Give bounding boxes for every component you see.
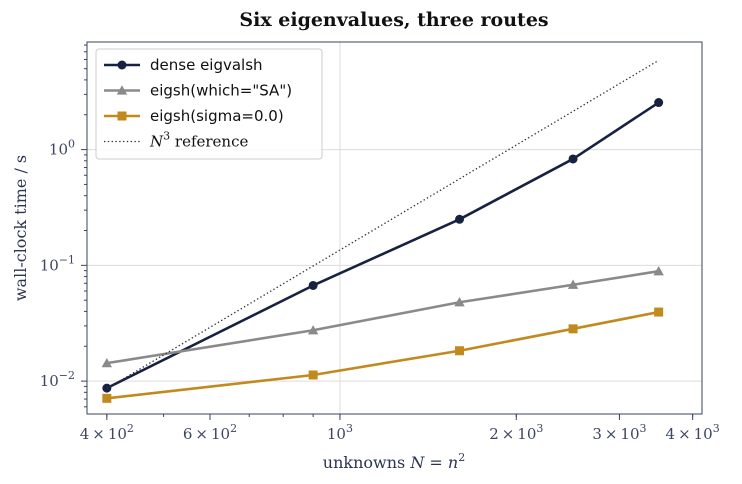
legend-item: eigsh(which="SA") [104,82,292,100]
y-tick-label: 10−2 [40,369,75,390]
data-point [654,307,664,317]
data-point [101,357,113,368]
data-point [307,325,319,335]
legend: dense eigvalsh eigsh(which="SA") eigsh(sig… [95,48,323,160]
x-axis-label: unknowns N = n2 [323,451,465,472]
legend-item: N3 reference [104,130,248,151]
data-point [102,393,112,403]
y-tick-label: 10−1 [40,253,75,274]
series-eigsh-sigma-0-0 [102,307,664,403]
legend-marker [116,85,128,95]
series-n-reference [106,59,659,390]
x-tick-label: 4 × 102 [80,422,134,443]
legend-marker [117,60,127,70]
legend-label: eigsh(which="SA") [150,82,292,100]
data-point [567,279,579,289]
data-point [654,98,664,108]
series-line [106,59,659,390]
chart-title: Six eigenvalues, three routes [239,9,548,31]
data-point [308,280,318,290]
legend-label: N3 reference [149,130,248,151]
plot-frame [86,41,703,415]
legend-label: dense eigvalsh [150,56,263,74]
x-tick-label: 2 × 103 [489,422,543,443]
data-point [454,297,465,307]
y-tick-label: 100 [49,138,75,159]
data-point [308,370,318,380]
legend-item: eigsh(sigma=0.0) [104,107,284,125]
series-eigsh-which-sa [101,266,664,368]
legend-marker [117,111,127,121]
x-tick-label: 4 × 103 [666,422,720,443]
x-tick-label: 103 [327,422,353,443]
x-tick-label: 6 × 102 [183,422,237,443]
data-point [568,154,578,164]
data-point [568,324,578,334]
data-point [455,214,465,224]
x-tick-label: 3 × 103 [592,422,646,443]
legend-label: eigsh(sigma=0.0) [150,107,284,125]
series-layer [101,59,664,403]
axis-ticks: 4 × 102 6 × 102 103 2 × 103 3 × 103 4 × 103 10… [40,44,720,443]
legend-item: dense eigvalsh [104,56,263,74]
y-axis-label: wall-clock time / s [11,155,30,301]
data-point [653,266,664,276]
legend-box [95,48,323,160]
data-point [455,346,465,356]
